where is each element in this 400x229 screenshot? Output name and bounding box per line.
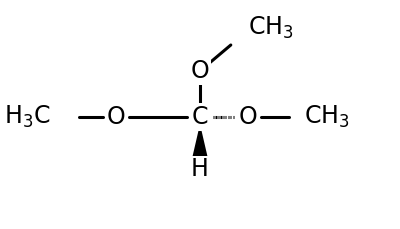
Text: O: O bbox=[191, 59, 209, 83]
Polygon shape bbox=[191, 124, 209, 162]
Text: CH$_3$: CH$_3$ bbox=[248, 14, 294, 41]
Text: O: O bbox=[239, 105, 257, 129]
Text: O: O bbox=[107, 105, 125, 129]
Text: H: H bbox=[191, 158, 209, 181]
Text: H$_3$C: H$_3$C bbox=[4, 104, 50, 130]
Text: C: C bbox=[192, 105, 208, 129]
Text: CH$_3$: CH$_3$ bbox=[304, 104, 350, 130]
